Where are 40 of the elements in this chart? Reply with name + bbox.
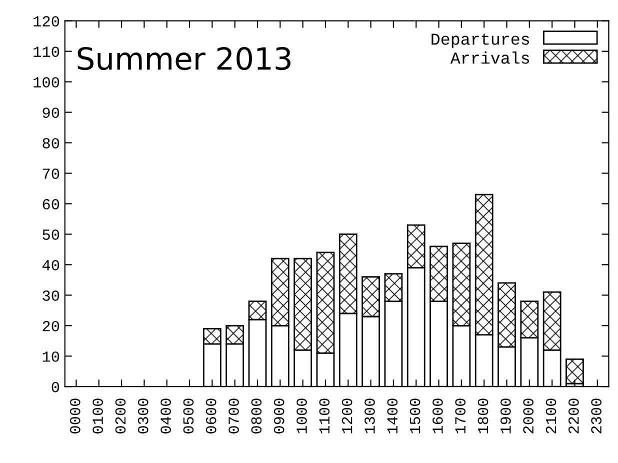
x-tick-label: 1200: [342, 398, 352, 434]
x-tick-label: 1800: [478, 398, 488, 434]
y-tick-label: 40: [42, 260, 60, 270]
legend-label: Arrivals: [450, 52, 530, 64]
x-tick-label: 2300: [591, 398, 602, 434]
y-tick-label: 0: [52, 382, 60, 392]
y-tick-label: 110: [34, 46, 60, 57]
x-tick-label: 0400: [160, 398, 171, 434]
y-tick-label: 10: [42, 351, 60, 362]
x-tick-label: 0000: [70, 398, 80, 434]
x-tick-label: 0600: [206, 398, 216, 434]
y-tick-label: 50: [42, 230, 60, 240]
x-tick-label: 1500: [410, 398, 420, 434]
x-tick-label: 0500: [183, 398, 194, 434]
x-tick-label: 1600: [432, 398, 443, 434]
y-tick-label: 100: [34, 77, 60, 88]
text: Summer 2013: [78, 46, 290, 70]
x-tick-label: 0700: [228, 398, 239, 434]
x-tick-label: 2000: [523, 398, 534, 434]
y-tick-label: 20: [42, 320, 60, 332]
y-tick-label: 30: [42, 290, 60, 301]
y-tick-label: 80: [42, 138, 60, 148]
y-tick-label: 60: [42, 199, 60, 210]
x-tick-label: 2200: [568, 398, 579, 434]
y-tick-label: 70: [42, 168, 60, 179]
x-tick-label: 1700: [455, 398, 466, 434]
x-tick-label: 1100: [319, 398, 330, 434]
x-tick-label: 0900: [274, 398, 284, 434]
x-tick-label: 0100: [92, 398, 103, 434]
y-tick-label: 90: [42, 108, 60, 118]
x-tick-label: 2100: [546, 398, 556, 434]
x-tick-label: 1900: [500, 398, 511, 434]
x-tick-label: 1300: [364, 398, 375, 434]
y-tick-label: 120: [34, 16, 60, 27]
x-tick-label: 0300: [138, 398, 148, 434]
legend-label: Departures: [432, 34, 530, 48]
x-tick-label: 1000: [296, 398, 307, 434]
x-tick-label: 1400: [387, 398, 398, 434]
x-tick-label: 0800: [251, 398, 262, 434]
x-tick-label: 0200: [115, 398, 126, 434]
